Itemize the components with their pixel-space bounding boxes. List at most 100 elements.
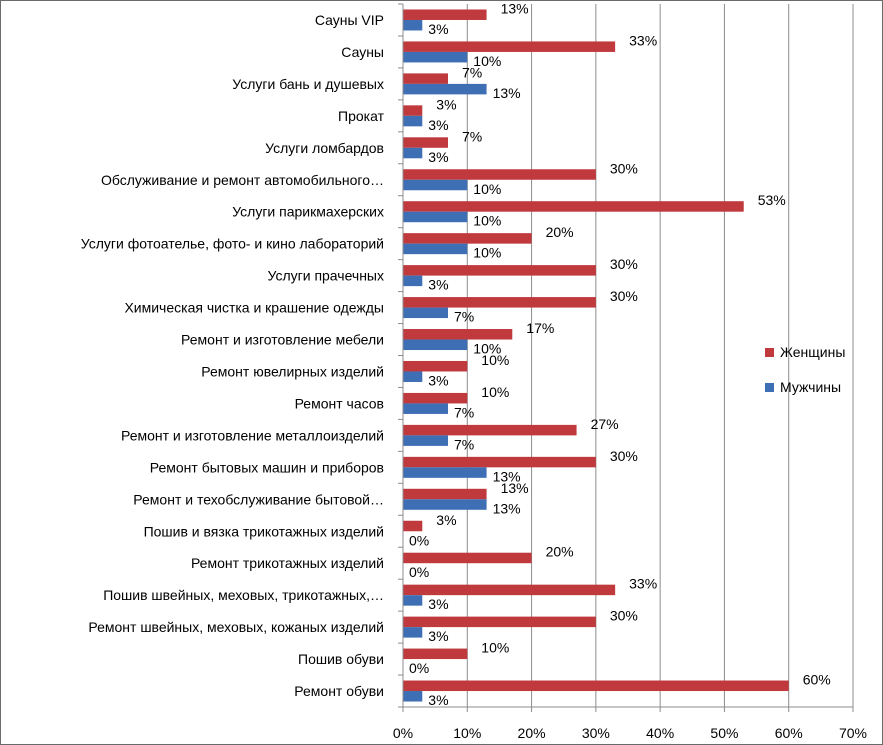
data-label-women: 20% (546, 544, 574, 560)
bar-women (403, 552, 532, 564)
data-label-men: 0% (409, 532, 429, 548)
data-label-men: 7% (454, 436, 474, 452)
data-label-women: 30% (610, 448, 638, 464)
bar-men (403, 499, 487, 510)
category-label: Ремонт и изготовление мебели (181, 332, 384, 348)
category-label: Ремонт ювелирных изделий (201, 363, 384, 379)
bar-women (403, 169, 596, 180)
category-label: Услуги фотоателье, фото- и кино лаборато… (81, 236, 384, 252)
category-label: Ремонт швейных, меховых, кожаных изделий (88, 619, 384, 635)
bar-women (403, 520, 423, 532)
category-label: Прокат (338, 108, 385, 124)
data-label-men: 13% (493, 500, 521, 516)
data-label-men: 7% (454, 404, 474, 420)
bar-men (403, 275, 423, 287)
bar-men (403, 243, 468, 255)
legend-label-men: Мужчины (780, 379, 841, 395)
bar-men (403, 403, 448, 414)
bar-women (403, 41, 616, 52)
bar-women (403, 680, 789, 692)
x-tick-label: 60% (775, 725, 803, 741)
data-label-women: 10% (481, 352, 509, 368)
bar-men (403, 115, 423, 127)
bar-men (403, 179, 468, 191)
data-label-men: 10% (473, 213, 501, 229)
data-label-women: 10% (481, 384, 509, 400)
data-label-men: 3% (428, 596, 448, 612)
data-label-men: 10% (473, 53, 501, 69)
data-label-men: 3% (428, 149, 448, 165)
bar-women (403, 488, 487, 500)
data-label-women: 60% (803, 672, 831, 688)
data-label-women: 7% (462, 128, 482, 144)
category-label: Пошив и вязка трикотажных изделий (144, 523, 384, 539)
data-label-women: 10% (481, 640, 509, 656)
bar-women (403, 233, 532, 244)
legend-swatch-men (765, 383, 774, 392)
category-label: Ремонт бытовых машин и приборов (150, 459, 384, 475)
data-label-men: 7% (454, 309, 474, 325)
bar-men (403, 627, 423, 638)
data-label-men: 0% (409, 564, 429, 580)
data-label-women: 13% (501, 480, 529, 496)
bar-men (403, 339, 468, 351)
data-label-men: 3% (428, 21, 448, 37)
data-label-women: 30% (610, 288, 638, 304)
x-tick-label: 10% (453, 725, 481, 741)
bar-women (403, 424, 577, 436)
bar-women (403, 137, 448, 148)
bar-women (403, 105, 423, 116)
category-label: Услуги ломбардов (265, 140, 384, 156)
bar-women (403, 73, 448, 84)
bar-men (403, 19, 423, 31)
bar-men (403, 51, 468, 63)
bar-women (403, 456, 596, 468)
data-label-women: 30% (610, 608, 638, 624)
data-label-men: 10% (473, 245, 501, 261)
bar-men (403, 307, 448, 319)
data-label-women: 3% (436, 512, 456, 528)
data-label-men: 10% (473, 341, 501, 357)
category-label: Услуги прачечных (268, 268, 385, 284)
category-label: Ремонт и техобслуживание бытовой… (133, 491, 384, 507)
bar-women (403, 584, 616, 596)
data-label-men: 10% (473, 181, 501, 197)
category-label: Пошив обуви (298, 651, 384, 667)
data-label-women: 30% (610, 256, 638, 272)
bar-women (403, 648, 468, 660)
category-label: Услуги бань и душевых (232, 76, 384, 92)
category-label: Сауны (341, 44, 384, 60)
bar-women (403, 297, 596, 308)
bar-women (403, 201, 744, 212)
data-label-women: 53% (758, 192, 786, 208)
category-label: Ремонт трикотажных изделий (191, 555, 384, 571)
data-label-men: 3% (428, 372, 448, 388)
bar-women (403, 9, 487, 20)
bar-men (403, 147, 423, 159)
category-label: Ремонт обуви (294, 683, 384, 699)
data-label-men: 3% (428, 628, 448, 644)
bar-men (403, 435, 448, 446)
data-label-women: 33% (629, 576, 657, 592)
x-tick-label: 0% (393, 725, 413, 741)
bar-women (403, 265, 596, 276)
data-label-women: 27% (591, 416, 619, 432)
category-label: Услуги парикмахерских (232, 204, 384, 220)
data-label-men: 3% (428, 277, 448, 293)
data-label-women: 3% (436, 96, 456, 112)
bar-women (403, 392, 468, 404)
data-label-women: 13% (501, 1, 529, 16)
data-label-women: 7% (462, 64, 482, 80)
x-tick-label: 40% (646, 725, 674, 741)
data-label-men: 13% (493, 85, 521, 101)
bar-men (403, 371, 423, 382)
category-label: Пошив швейных, меховых, трикотажных,… (103, 587, 384, 603)
bar-men (403, 691, 423, 702)
data-label-women: 17% (526, 320, 554, 336)
category-label: Сауны VIP (315, 12, 384, 28)
legend-swatch-women (765, 348, 774, 357)
bar-men (403, 211, 468, 223)
x-tick-label: 30% (582, 725, 610, 741)
